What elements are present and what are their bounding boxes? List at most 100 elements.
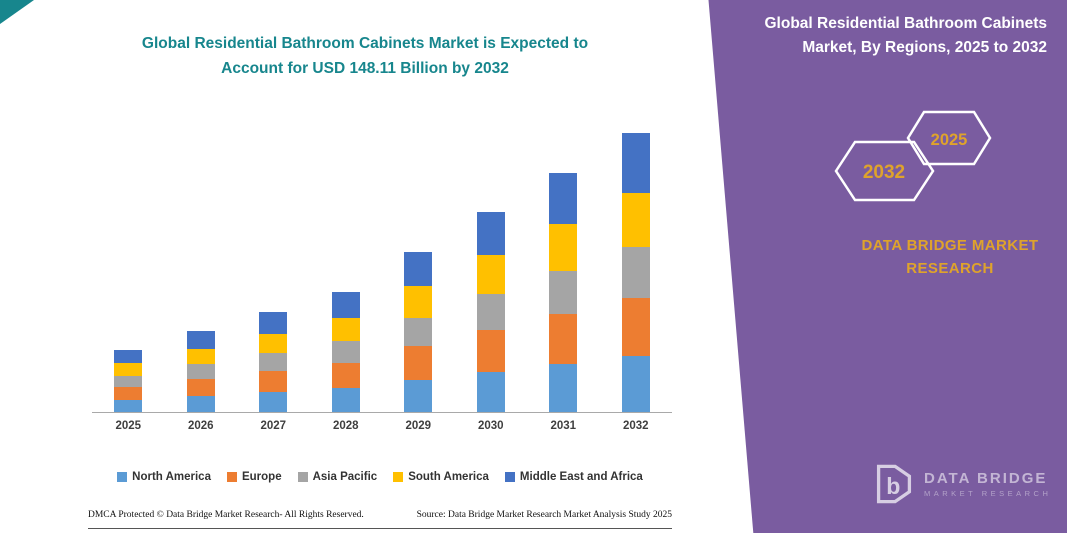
source-note: Source: Data Bridge Market Research Mark… [416,510,672,520]
bar-segment [114,350,143,364]
bar-segment [621,356,650,412]
x-axis-label: 2030 [477,420,504,432]
legend-label: Middle East and Africa [519,471,643,483]
legend-item: South America [393,471,489,483]
bar-segment [259,392,288,412]
year-hexagons: 2032 2025 [834,110,992,202]
bar-segment [476,294,505,331]
bar-slot [455,120,528,412]
dmca-notice: DMCA Protected © Data Bridge Market Rese… [88,510,364,520]
stacked-bar-2027 [259,312,288,412]
bar-segment [331,317,360,342]
legend-swatch [504,472,515,482]
bar-segment [476,330,505,373]
bar-segment [331,387,360,412]
stacked-bar-2031 [549,172,578,412]
legend-item: Asia Pacific [297,471,378,483]
stacked-bar-2025 [114,350,143,412]
brand-name: DATA BRIDGE MARKET RESEARCH [800,234,1067,281]
bar-segment [476,372,505,412]
bar-segment [331,362,360,388]
bar-segment [621,297,650,357]
corner-accent-triangle [0,0,34,24]
x-axis-label: 2028 [332,420,359,432]
bar-segment [259,312,288,334]
bar-segment [114,386,143,400]
bar-segment [549,313,578,365]
hexagon-2032 [834,140,935,202]
chart-title: Global Residential Bathroom Cabinets Mar… [58,32,672,82]
x-axis-labels: 2025 2026 2027 2028 2029 2030 2031 2032 [92,420,672,432]
bar-segment [621,192,650,248]
hexagon-2025 [906,110,992,166]
bar-segment [476,212,505,256]
bar-segment [259,353,288,372]
footer-divider [88,528,672,529]
bar-segment [114,399,143,412]
legend-swatch [117,472,128,482]
stacked-bar-2029 [404,251,433,412]
bar-slot [382,120,455,412]
hexagon-2032-label: 2032 [863,162,905,183]
legend-swatch [297,472,308,482]
legend-label: North America [132,471,211,483]
dbmr-logo-icon: b [876,464,912,504]
chart-title-line2: Account for USD 148.11 Billion by 2032 [221,59,509,77]
stacked-bar-2030 [476,212,505,412]
bar-segment [114,375,143,387]
svg-text:b: b [886,473,900,499]
bar-slot [165,120,238,412]
bar-segment [186,364,215,379]
bar-segment [404,346,433,380]
bar-segment [404,380,433,412]
brand-name-line1: DATA BRIDGE MARKET [861,237,1039,254]
logo-subtitle: MARKET RESEARCH [924,489,1052,498]
logo-title: DATA BRIDGE [924,470,1048,487]
legend-label: Europe [241,471,282,483]
bar-segment [549,364,578,412]
legend-label: South America [408,471,489,483]
bar-segment [621,247,650,298]
x-axis-label: 2029 [405,420,432,432]
legend-item: Europe [226,471,282,483]
x-axis-label: 2027 [260,420,287,432]
x-axis-label: 2026 [187,420,214,432]
bar-segment [331,291,360,318]
bar-segment [404,251,433,287]
bar-slot [310,120,383,412]
bar-slot [527,120,600,412]
x-axis-label: 2025 [115,420,142,432]
stacked-bar-2026 [186,331,215,412]
bar-segment [186,395,215,412]
bar-segment [476,255,505,295]
hexagon-2025-label: 2025 [931,131,968,149]
bar-segment [186,331,215,349]
stacked-bar-2032 [621,133,650,412]
legend: North America Europe Asia Pacific South Ame… [80,471,680,483]
stacked-bar-2028 [331,291,360,412]
bar-segment [186,348,215,365]
bar-segment [259,371,288,392]
bar-slot [600,120,673,412]
x-axis-label: 2031 [550,420,577,432]
bar-slot [92,120,165,412]
legend-swatch [226,472,237,482]
legend-swatch [393,472,404,482]
bar-segment [621,133,650,193]
bar-segment [259,333,288,354]
bar-segment [404,286,433,318]
bar-segment [549,270,578,314]
footer: DMCA Protected © Data Bridge Market Rese… [88,510,672,520]
brand-name-line2: RESEARCH [906,260,994,278]
bar-segment [549,224,578,271]
bar-slot [237,120,310,412]
bar-segment [404,317,433,347]
legend-label: Asia Pacific [312,471,378,483]
bar-segment [549,172,578,225]
chart-title-line1: Global Residential Bathroom Cabinets Mar… [141,35,589,52]
bar-segment [186,378,215,396]
plot-area [92,120,672,413]
x-axis-label: 2032 [622,420,649,432]
